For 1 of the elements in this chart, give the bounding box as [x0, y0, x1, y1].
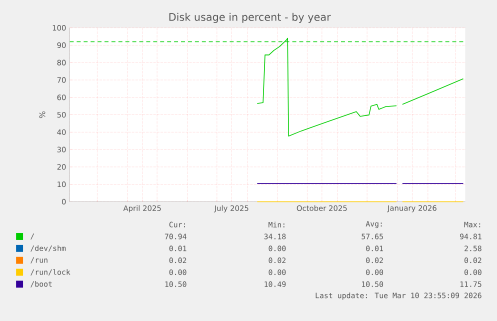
chart-title: Disk usage in percent - by year — [169, 12, 331, 23]
